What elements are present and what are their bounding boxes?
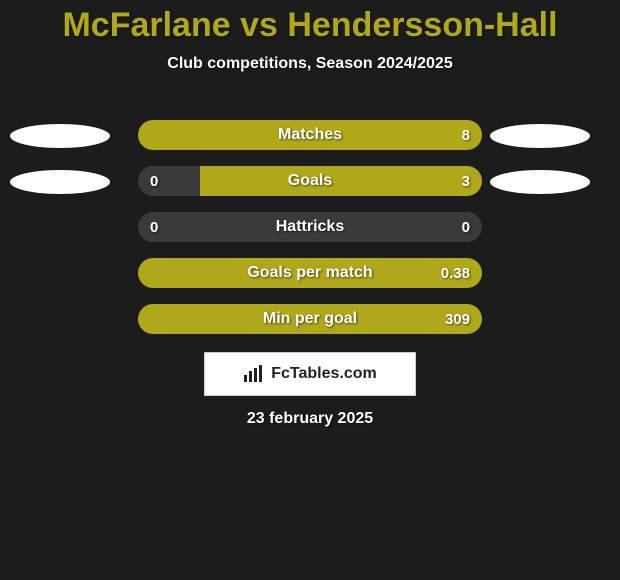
stat-left-value: 0 xyxy=(150,212,158,242)
stat-right-value: 8 xyxy=(462,120,470,150)
stat-right-value: 0 xyxy=(462,212,470,242)
stat-label: Hattricks xyxy=(138,212,482,242)
bars-icon xyxy=(243,365,265,383)
stat-row: Goals per match0.38 xyxy=(138,258,482,288)
stat-right-value: 0.38 xyxy=(441,258,470,288)
stat-label: Matches xyxy=(138,120,482,150)
page-title: McFarlane vs Hendersson-Hall xyxy=(0,0,620,45)
stat-row: Goals0 3 xyxy=(138,166,482,196)
stat-right-value: 309 xyxy=(445,304,470,334)
stat-row: Hattricks0 0 xyxy=(138,212,482,242)
stat-label: Goals xyxy=(138,166,482,196)
player-marker-left xyxy=(10,124,110,148)
stat-label: Min per goal xyxy=(138,304,482,334)
stat-row: Min per goal309 xyxy=(138,304,482,334)
date-line: 23 february 2025 xyxy=(0,410,620,428)
source-banner: FcTables.com xyxy=(204,352,416,396)
banner-text: FcTables.com xyxy=(271,365,377,383)
player-marker-left xyxy=(10,170,110,194)
subtitle: Club competitions, Season 2024/2025 xyxy=(0,55,620,73)
stat-right-value: 3 xyxy=(462,166,470,196)
stat-row: Matches8 xyxy=(138,120,482,150)
player-marker-right xyxy=(490,124,590,148)
stat-left-value: 0 xyxy=(150,166,158,196)
player-marker-right xyxy=(490,170,590,194)
stat-label: Goals per match xyxy=(138,258,482,288)
